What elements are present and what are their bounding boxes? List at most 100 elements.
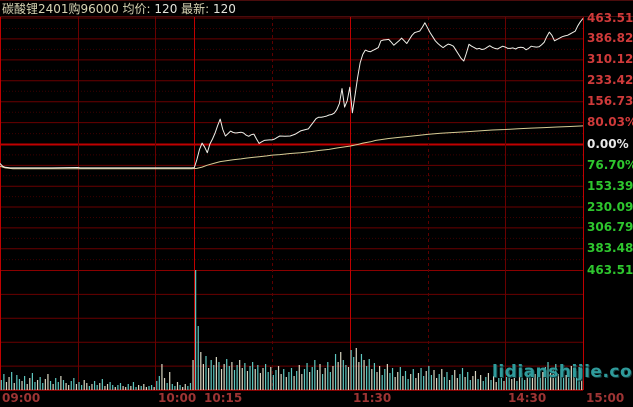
- volume-bar: [474, 371, 477, 390]
- volume-bar: [316, 370, 319, 390]
- time-axis-label: 10:00: [158, 391, 197, 405]
- volume-bar: [55, 378, 57, 390]
- volume-bar: [397, 372, 399, 390]
- volume-bar: [552, 368, 554, 390]
- volume-bar: [539, 377, 541, 390]
- volume-bar: [285, 377, 287, 390]
- volume-bar: [101, 379, 103, 390]
- volume-bar: [171, 384, 173, 390]
- volume-bar: [373, 363, 376, 390]
- volume-bar: [99, 383, 101, 390]
- volume-bar: [73, 378, 75, 390]
- volume-bar: [78, 382, 80, 390]
- volume-bar: [231, 362, 233, 390]
- volume-bar: [145, 387, 147, 390]
- volume-bar: [332, 366, 334, 390]
- volume-bar: [21, 381, 23, 390]
- volume-bar: [288, 372, 290, 390]
- volume-bar: [578, 367, 580, 390]
- volume-bar: [257, 365, 259, 390]
- volume-bar: [93, 381, 96, 390]
- price-axis-label: 153.39%: [587, 179, 633, 193]
- volume-bar: [448, 380, 451, 390]
- volume-bar: [220, 369, 223, 390]
- volume-bar: [526, 376, 528, 390]
- volume-bar: [13, 383, 15, 390]
- volume-bar: [410, 374, 412, 390]
- volume-bar: [555, 364, 557, 390]
- volume-bar: [441, 369, 443, 390]
- avg-price-value: 120: [154, 2, 178, 16]
- price-axis-label: 80.03%: [587, 115, 633, 129]
- volume-bar: [467, 372, 469, 390]
- volume-bar: [391, 368, 394, 390]
- volume-bar: [415, 378, 417, 390]
- volume-bar: [176, 382, 179, 390]
- volume-bar: [524, 380, 526, 390]
- volume-bar: [350, 350, 352, 390]
- volume-bar: [34, 382, 36, 390]
- volume-bar: [575, 371, 578, 390]
- volume-bar: [150, 385, 153, 390]
- volume-bar: [472, 376, 474, 390]
- volume-bar: [52, 384, 54, 390]
- volume-bar: [477, 379, 479, 390]
- volume-bar: [29, 378, 31, 390]
- volume-bar: [321, 374, 324, 390]
- volume-bar: [565, 375, 567, 390]
- volume-bar: [44, 379, 46, 390]
- volume-bar: [16, 375, 18, 390]
- volume-bar: [376, 372, 378, 390]
- volume-bar: [112, 385, 114, 390]
- volume-bar: [283, 369, 285, 390]
- volume-bar: [461, 368, 464, 390]
- volume-bar: [568, 370, 570, 390]
- volume-bar: [562, 365, 565, 390]
- volume-bar: [62, 380, 65, 390]
- volume-bar: [430, 375, 433, 390]
- volume-bar: [119, 383, 122, 390]
- volume-bar: [49, 381, 52, 390]
- time-axis-label: 10:15: [204, 391, 243, 405]
- volume-bar: [96, 385, 98, 390]
- volume-bar: [537, 369, 539, 390]
- volume-bar: [3, 374, 5, 390]
- price-axis-label: 386.82%: [587, 31, 633, 45]
- volume-bar: [192, 360, 194, 390]
- volume-bar: [127, 384, 129, 390]
- volume-bar: [309, 372, 311, 390]
- volume-bar: [47, 374, 49, 390]
- volume-bar: [130, 386, 132, 390]
- price-line: [0, 18, 584, 169]
- volume-bar: [68, 385, 70, 390]
- volume-bar: [65, 383, 67, 390]
- volume-bar: [347, 367, 350, 390]
- volume-bar: [75, 384, 78, 390]
- price-axis-label: 463.51%: [587, 263, 633, 277]
- volume-bar: [438, 374, 440, 390]
- volume-bar: [324, 368, 326, 390]
- volume-bar: [91, 384, 93, 390]
- volume-bar: [454, 370, 456, 390]
- volume-bar: [267, 372, 269, 390]
- volume-bar: [366, 366, 368, 390]
- volume-bar: [293, 376, 295, 390]
- volume-bar: [11, 372, 13, 390]
- volume-bar: [233, 370, 236, 390]
- volume-bar: [70, 381, 72, 390]
- volume-bar: [570, 366, 572, 390]
- volume-bar: [140, 386, 142, 390]
- volume-bar: [138, 385, 140, 390]
- volume-bar: [381, 375, 383, 390]
- volume-bar: [280, 374, 282, 390]
- volume-bar: [244, 363, 246, 390]
- price-axis-label: 463.51%: [587, 11, 633, 25]
- volume-bar: [446, 372, 448, 390]
- volume-bar: [436, 378, 438, 390]
- volume-bar: [513, 375, 515, 390]
- volume-bar: [239, 360, 241, 390]
- volume-bar: [337, 362, 339, 390]
- volume-bar: [213, 365, 215, 390]
- volume-bar: [459, 374, 461, 390]
